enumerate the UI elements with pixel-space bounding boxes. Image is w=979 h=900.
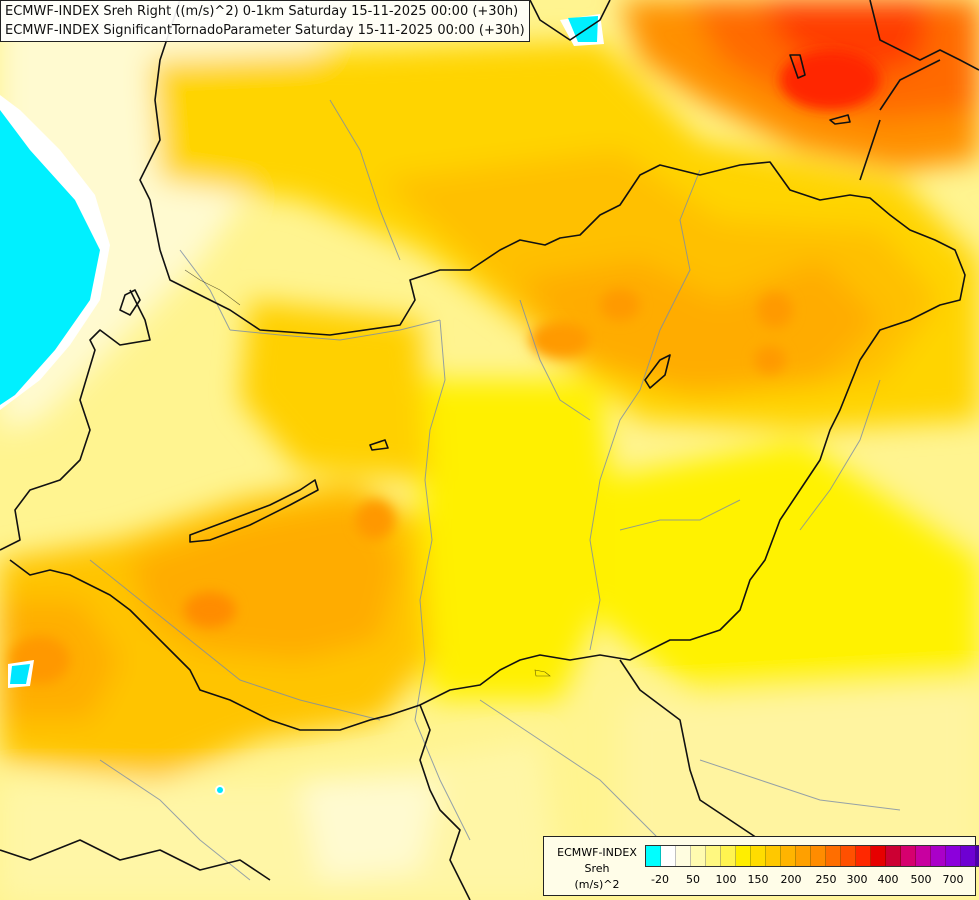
legend-swatch bbox=[781, 846, 796, 866]
legend-swatch bbox=[856, 846, 871, 866]
legend-swatch bbox=[976, 846, 979, 866]
admin-lines bbox=[184, 269, 551, 677]
legend-unit: (m/s)^2 bbox=[574, 878, 620, 891]
legend-tick-label: 50 bbox=[686, 873, 700, 886]
legend-tick-label: 150 bbox=[747, 873, 769, 886]
sreh-maxima bbox=[10, 50, 880, 684]
legend-swatch bbox=[766, 846, 781, 866]
legend-swatch bbox=[886, 846, 901, 866]
legend-swatch bbox=[916, 846, 931, 866]
color-legend: ECMWF-INDEX Sreh (m/s)^2 -20 50 100 150 200 2… bbox=[543, 836, 979, 896]
legend-variable: Sreh bbox=[584, 862, 610, 875]
legend-label: ECMWF-INDEX Sreh (m/s)^2 bbox=[550, 845, 644, 893]
legend-swatch bbox=[706, 846, 721, 866]
legend-swatch bbox=[961, 846, 976, 866]
legend-swatch bbox=[691, 846, 706, 866]
legend-swatch bbox=[661, 846, 676, 866]
legend-swatch bbox=[676, 846, 691, 866]
legend-swatch bbox=[796, 846, 811, 866]
legend-tick-label: -20 bbox=[651, 873, 669, 886]
legend-color-scale bbox=[645, 845, 979, 867]
legend-swatch bbox=[826, 846, 841, 866]
legend-swatch bbox=[646, 846, 661, 866]
negative-area-southwest bbox=[10, 664, 30, 684]
legend-tick-label: 200 bbox=[780, 873, 802, 886]
title-line-2: ECMWF-INDEX SignificantTornadoParameter … bbox=[5, 23, 525, 38]
negative-area-west bbox=[0, 110, 100, 405]
legend-swatch bbox=[811, 846, 826, 866]
legend-swatch bbox=[751, 846, 766, 866]
legend-swatch bbox=[736, 846, 751, 866]
legend-tick-label: 250 bbox=[815, 873, 837, 886]
rivers bbox=[89, 99, 901, 881]
legend-tick-label: 700 bbox=[942, 873, 964, 886]
legend-swatch bbox=[931, 846, 946, 866]
legend-swatch bbox=[721, 846, 736, 866]
map-title: ECMWF-INDEX Sreh Right ((m/s)^2) 0-1km S… bbox=[0, 0, 530, 42]
legend-model: ECMWF-INDEX bbox=[557, 846, 637, 859]
title-line-1: ECMWF-INDEX Sreh Right ((m/s)^2) 0-1km S… bbox=[5, 4, 519, 19]
legend-tick-label: 500 bbox=[910, 873, 932, 886]
legend-tick-label: 300 bbox=[846, 873, 868, 886]
legend-tick-label: 100 bbox=[715, 873, 737, 886]
legend-ticks: -20 50 100 150 200 250 300 400 500 700 bbox=[645, 873, 975, 889]
legend-swatch bbox=[871, 846, 886, 866]
legend-swatch bbox=[901, 846, 916, 866]
legend-tick-label: 400 bbox=[877, 873, 899, 886]
legend-swatch bbox=[841, 846, 856, 866]
legend-swatch bbox=[946, 846, 961, 866]
